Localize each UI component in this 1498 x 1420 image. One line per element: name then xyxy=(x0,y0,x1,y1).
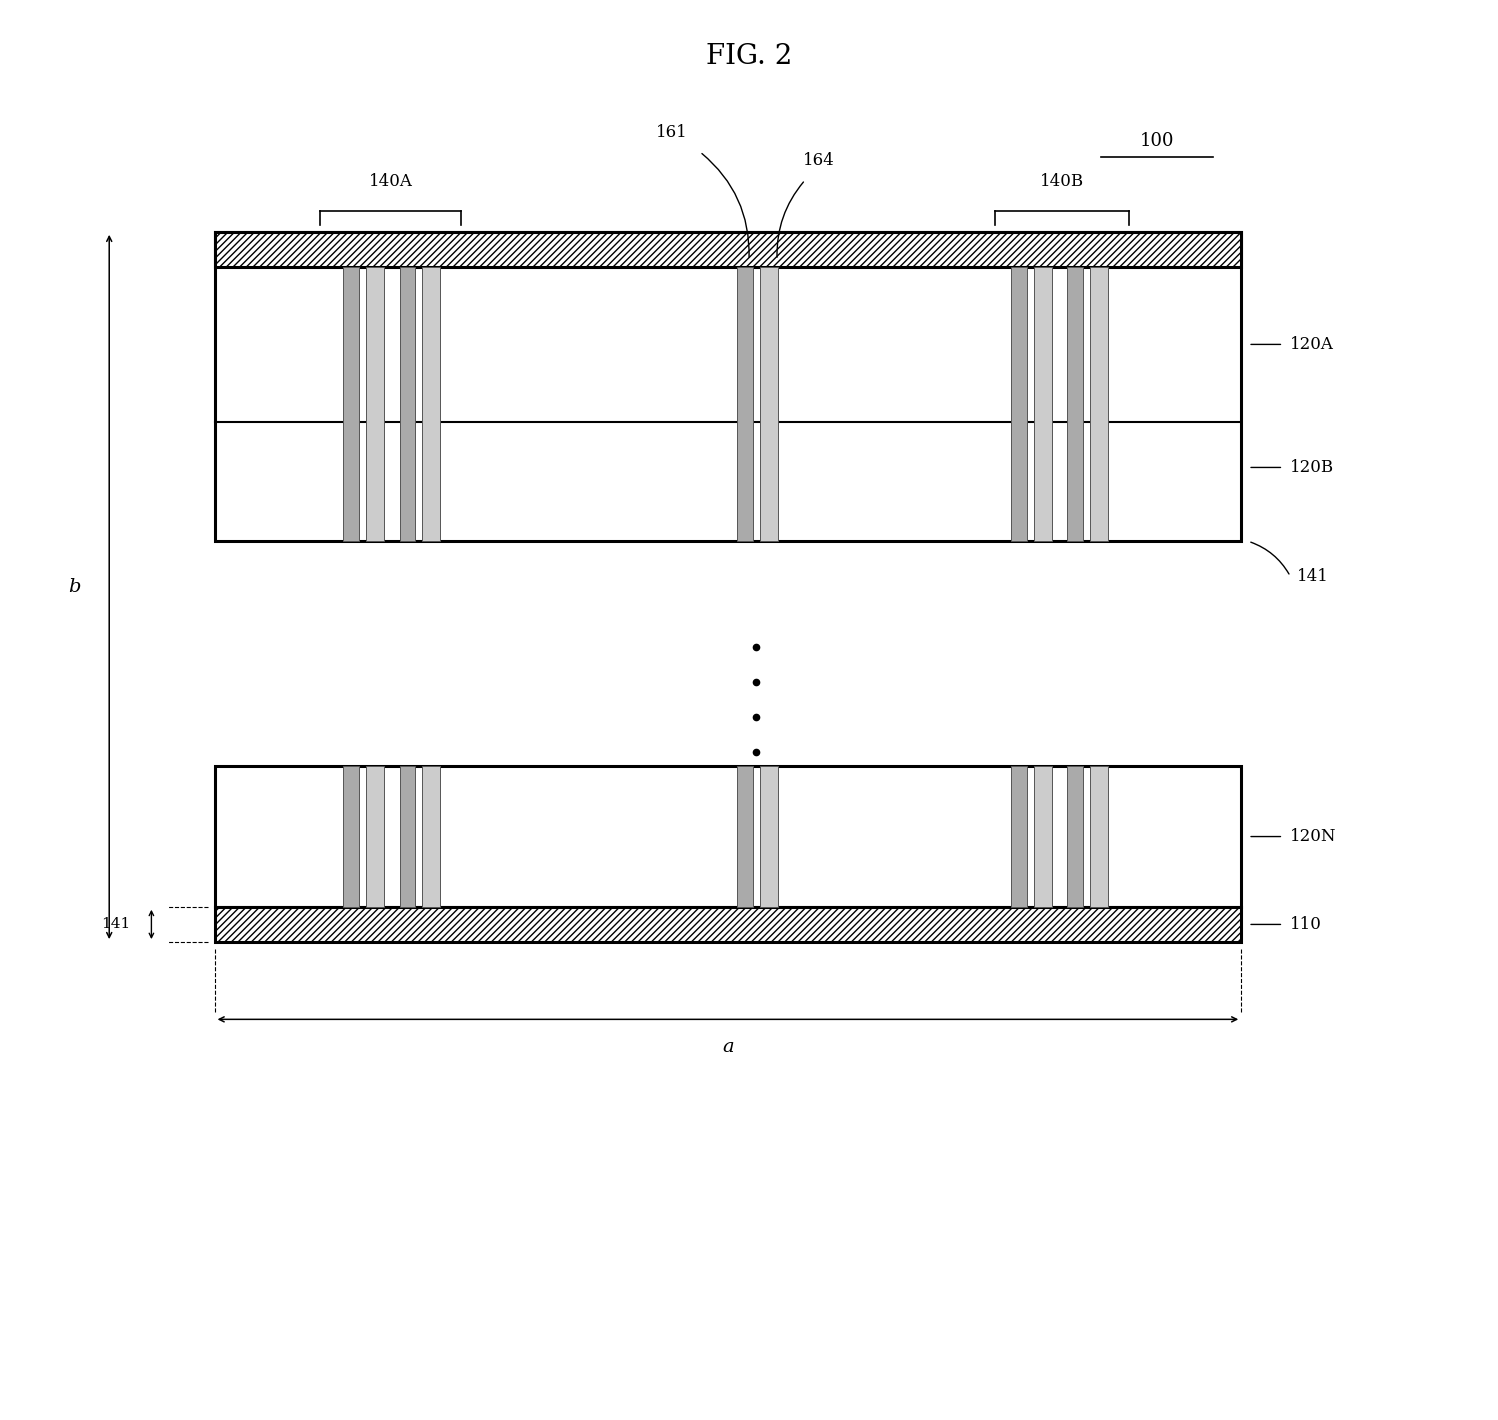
Text: 100: 100 xyxy=(1140,132,1174,149)
Bar xyxy=(214,907,1242,941)
Bar xyxy=(214,231,1242,267)
Text: 141: 141 xyxy=(102,917,130,932)
Text: b: b xyxy=(67,578,81,596)
Bar xyxy=(214,767,1242,907)
Text: 120N: 120N xyxy=(1290,828,1336,845)
Bar xyxy=(214,231,1242,541)
Text: 164: 164 xyxy=(803,152,836,169)
Bar xyxy=(1091,767,1109,907)
Text: a: a xyxy=(722,1038,734,1056)
Bar xyxy=(366,767,383,907)
Text: 110: 110 xyxy=(1290,916,1323,933)
Text: 120B: 120B xyxy=(1290,459,1335,476)
Bar xyxy=(1068,767,1083,907)
Bar xyxy=(366,267,383,541)
Bar xyxy=(400,767,415,907)
Bar xyxy=(400,267,415,541)
Text: 141: 141 xyxy=(1297,568,1329,585)
Bar xyxy=(1034,767,1052,907)
Text: 140B: 140B xyxy=(1040,173,1085,190)
Bar xyxy=(759,767,777,907)
Bar xyxy=(1091,267,1109,541)
Text: 161: 161 xyxy=(656,124,688,141)
Bar xyxy=(1034,267,1052,541)
Bar xyxy=(422,767,440,907)
Bar xyxy=(422,267,440,541)
Text: FIG. 2: FIG. 2 xyxy=(706,43,792,70)
Bar xyxy=(1011,267,1026,541)
Bar xyxy=(737,267,752,541)
Bar xyxy=(343,267,360,541)
Text: 140A: 140A xyxy=(369,173,412,190)
Bar xyxy=(1068,267,1083,541)
Bar xyxy=(737,767,752,907)
Bar xyxy=(1011,767,1026,907)
Bar xyxy=(759,267,777,541)
Text: 120A: 120A xyxy=(1290,337,1335,354)
Bar xyxy=(343,767,360,907)
